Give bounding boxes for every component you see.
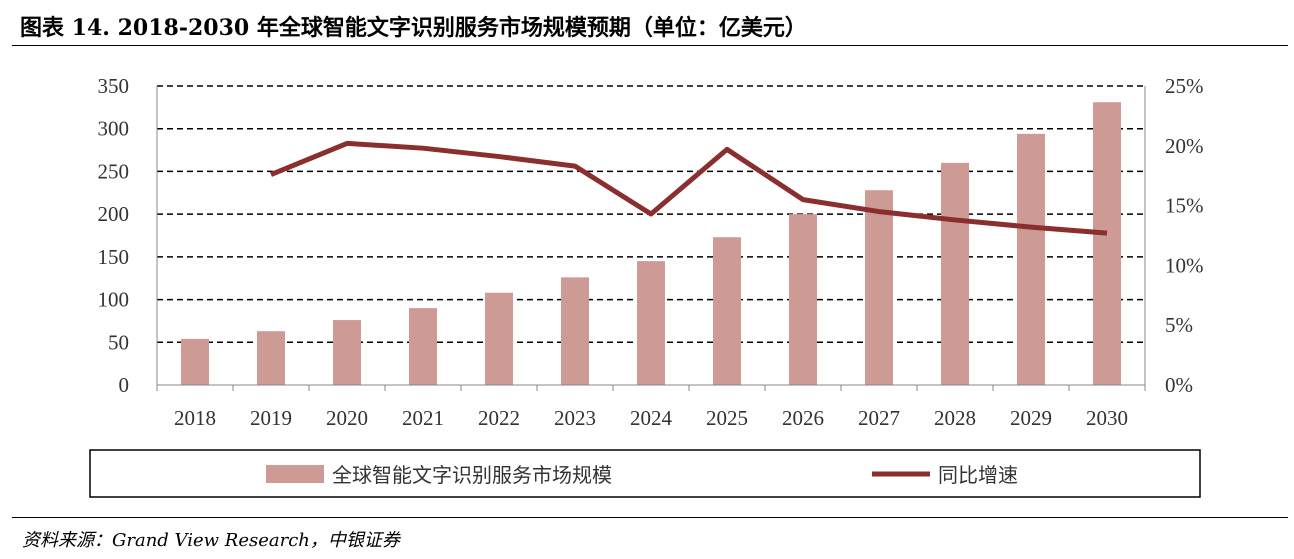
x-tick-label: 2027 <box>858 406 900 430</box>
chart-title: 图表 14. 2018-2030 年全球智能文字识别服务市场规模预期（单位：亿美… <box>20 15 807 41</box>
title-rule <box>12 45 1288 46</box>
legend-bar-swatch <box>266 465 324 483</box>
x-tick-label: 2026 <box>782 406 824 430</box>
bar <box>409 308 437 385</box>
left-tick-label: 250 <box>98 159 130 183</box>
bar <box>485 292 513 385</box>
legend-box <box>89 449 1201 498</box>
x-tick-label: 2022 <box>478 406 520 430</box>
left-tick-label: 300 <box>98 117 130 141</box>
right-tick-label: 0% <box>1165 373 1193 397</box>
left-tick-label: 350 <box>98 74 130 98</box>
bar <box>865 190 893 385</box>
source-rule <box>12 517 1288 518</box>
x-tick-label: 2021 <box>402 406 444 430</box>
right-tick-label: 5% <box>1165 313 1193 337</box>
growth-line <box>270 140 1108 236</box>
bar <box>637 261 665 385</box>
legend-bar-label: 全球智能文字识别服务市场规模 <box>332 463 612 487</box>
left-tick-label: 0 <box>119 373 130 397</box>
bar <box>333 320 361 385</box>
bar <box>257 331 285 385</box>
x-tick-label: 2019 <box>250 406 292 430</box>
x-tick-label: 2029 <box>1010 406 1052 430</box>
x-tick-label: 2024 <box>630 406 673 430</box>
bar <box>941 162 969 385</box>
x-tick-label: 2030 <box>1086 406 1128 430</box>
chart: 0 50 100 150 200 250 300 350 0% 5% 10% 15% 20% 25% 201… <box>89 74 1204 498</box>
left-tick-label: 150 <box>98 245 130 269</box>
right-tick-label: 15% <box>1165 194 1204 218</box>
right-tick-label: 25% <box>1165 74 1204 98</box>
left-tick-label: 200 <box>98 202 130 226</box>
x-tick-label: 2020 <box>326 406 368 430</box>
bar <box>561 277 589 385</box>
bar <box>1017 133 1045 385</box>
left-tick-label: 100 <box>98 288 130 312</box>
x-tick-label: 2018 <box>174 406 216 430</box>
x-tick-label: 2025 <box>706 406 748 430</box>
left-tick-label: 50 <box>108 330 129 354</box>
bar <box>713 237 741 385</box>
legend-line-label: 同比增速 <box>938 463 1018 487</box>
x-tick-label: 2023 <box>554 406 596 430</box>
x-tick-label: 2028 <box>934 406 976 430</box>
right-tick-label: 20% <box>1165 134 1204 158</box>
bar <box>181 338 209 385</box>
bar <box>1093 102 1121 385</box>
right-tick-label: 10% <box>1165 253 1204 277</box>
bar <box>789 214 817 385</box>
source-note: 资料来源：Grand View Research，中银证券 <box>22 530 400 551</box>
